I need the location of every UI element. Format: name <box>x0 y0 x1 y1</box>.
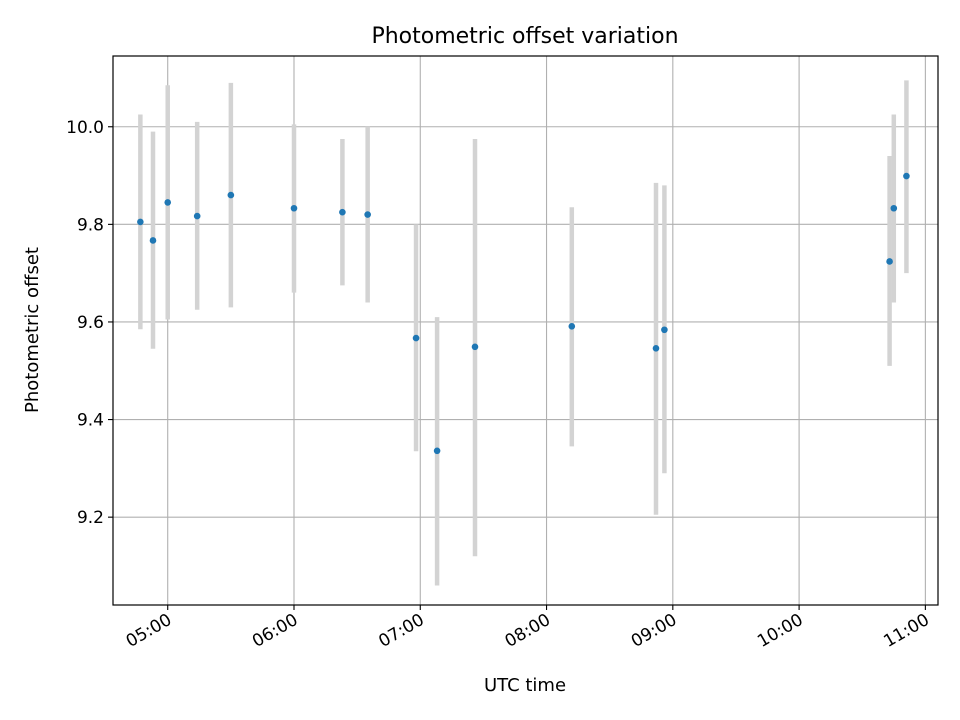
data-point <box>661 326 668 334</box>
data-point <box>433 447 441 455</box>
y-tick-label: 9.2 <box>77 508 104 528</box>
data-point <box>652 345 660 352</box>
y-tick-label: 9.8 <box>77 215 104 235</box>
data-point <box>886 258 893 265</box>
data-point <box>364 211 371 218</box>
x-axis-label: UTC time <box>484 675 566 696</box>
data-point <box>471 343 479 351</box>
data-point <box>290 204 298 212</box>
plot-frame <box>112 55 939 606</box>
data-point <box>339 208 346 216</box>
data-point <box>164 199 172 206</box>
data-points <box>137 172 910 455</box>
y-tick-label: 9.6 <box>77 313 104 333</box>
data-point <box>903 172 910 180</box>
data-point <box>890 204 898 212</box>
y-tick-label: 9.4 <box>77 411 104 431</box>
y-tick-label: 10.0 <box>66 118 104 138</box>
data-point <box>137 218 144 226</box>
chart-title: Photometric offset variation <box>371 24 678 49</box>
data-point <box>193 212 201 220</box>
data-point <box>227 191 235 199</box>
y-axis-label: Photometric offset <box>22 247 43 413</box>
data-point <box>149 237 157 244</box>
data-point <box>412 334 420 342</box>
data-point <box>568 323 576 330</box>
